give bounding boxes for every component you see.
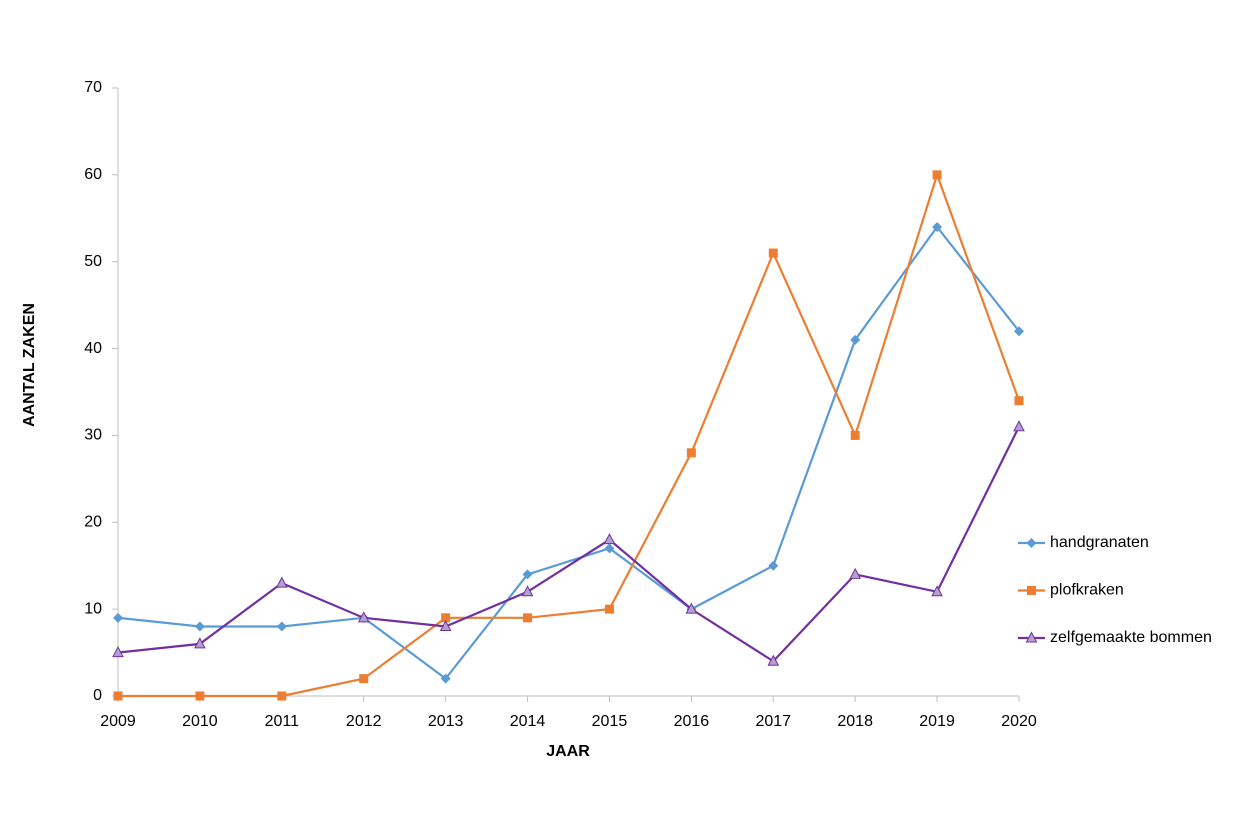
data-point (768, 248, 778, 258)
data-point (932, 221, 943, 232)
data-point (767, 654, 780, 666)
x-tick-label: 2015 (592, 713, 628, 730)
data-point (194, 621, 205, 632)
data-point (194, 637, 206, 649)
data-point (850, 430, 860, 440)
legend-label: plofkraken (1050, 582, 1124, 599)
legend-marker (1025, 631, 1038, 643)
x-tick-label: 2019 (919, 713, 955, 730)
data-point (1014, 396, 1024, 406)
y-tick-label: 0 (93, 687, 102, 704)
x-tick-label: 2011 (265, 713, 300, 730)
data-point (359, 674, 369, 684)
data-point (1013, 420, 1025, 432)
data-point (768, 560, 779, 571)
data-point (522, 569, 533, 580)
series-line (117, 426, 1020, 663)
data-point (1014, 326, 1024, 337)
data-point (604, 543, 615, 554)
data-point (931, 585, 943, 597)
data-point (277, 691, 287, 701)
data-point (439, 619, 452, 632)
legend-marker (1027, 586, 1036, 595)
data-point (604, 604, 614, 614)
data-point (521, 585, 534, 597)
x-tick-label: 2020 (1001, 713, 1037, 730)
data-point (357, 611, 370, 623)
y-tick-label: 60 (84, 166, 102, 183)
data-point (275, 576, 288, 588)
y-tick-label: 70 (84, 79, 102, 96)
data-point (113, 691, 123, 701)
y-axis-title: AANTAL ZAKEN (21, 303, 38, 427)
y-tick-label: 10 (84, 600, 102, 617)
x-tick-label: 2014 (510, 713, 546, 730)
data-point (195, 691, 205, 701)
x-axis-title: JAAR (546, 743, 590, 760)
legend-label: zelfgemaakte bommen (1050, 629, 1212, 646)
data-point (113, 612, 123, 623)
series-line (118, 171, 1021, 698)
data-point (112, 645, 124, 658)
x-tick-label: 2010 (182, 713, 218, 730)
data-point (523, 613, 533, 623)
data-point (685, 602, 698, 614)
data-point (276, 621, 287, 632)
legend-label: handgranaten (1050, 534, 1149, 551)
x-tick-label: 2018 (837, 713, 873, 730)
y-tick-label: 40 (84, 340, 102, 357)
data-point (441, 613, 451, 623)
data-point (849, 567, 862, 579)
data-point (686, 448, 696, 458)
data-point (850, 334, 861, 345)
x-tick-label: 2013 (428, 713, 464, 730)
x-tick-label: 2009 (100, 713, 136, 730)
y-tick-label: 50 (84, 253, 102, 270)
legend-marker (1026, 538, 1037, 548)
data-point (932, 170, 942, 180)
x-tick-label: 2017 (755, 713, 791, 730)
data-point (440, 673, 451, 684)
x-tick-label: 2012 (346, 713, 382, 730)
x-tick-label: 2016 (674, 713, 710, 730)
data-point (603, 533, 616, 545)
series-line (117, 225, 1020, 681)
y-tick-label: 30 (84, 427, 102, 444)
y-tick-label: 20 (84, 514, 102, 531)
